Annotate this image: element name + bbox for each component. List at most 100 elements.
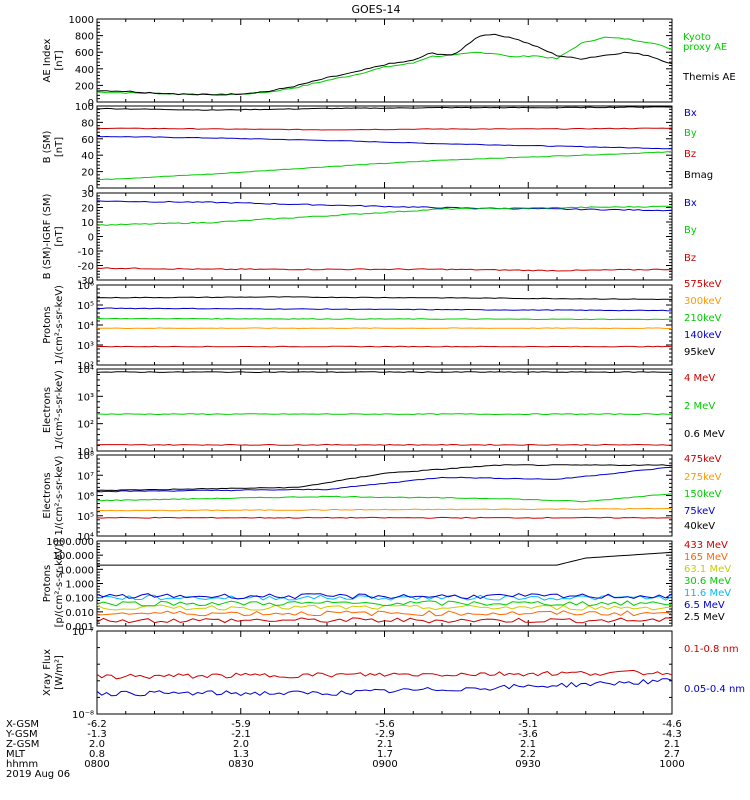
series-line	[96, 593, 673, 600]
series-line	[97, 493, 673, 503]
x-axis-row-label: hhmm	[6, 759, 38, 770]
y-tick-label: 600	[75, 48, 94, 59]
y-tick-label: 0	[88, 184, 94, 195]
y-tick-label: 10²	[77, 361, 94, 372]
legend-label: Bx	[684, 198, 697, 209]
series-line	[96, 669, 673, 680]
x-axis-row-label: 2019 Aug 06	[6, 769, 70, 780]
series-line	[96, 507, 672, 512]
legend-label: 40keV	[684, 521, 715, 532]
y-tick-label: 80	[81, 118, 94, 129]
legend-label: 0.1-0.8 nm	[684, 644, 739, 655]
legend-label: Bz	[684, 253, 696, 264]
y-axis-units: [nT]	[54, 137, 65, 157]
x-axis-value: 0830	[228, 759, 253, 770]
series-line	[96, 106, 673, 111]
series-line	[96, 200, 673, 212]
series-line	[96, 610, 673, 617]
series-line	[96, 466, 673, 493]
series-line	[96, 516, 673, 519]
series-line	[96, 307, 673, 312]
y-tick-label: 0.010	[65, 608, 94, 619]
x-axis-value: 2.0	[233, 739, 249, 750]
legend-label: 2.5 MeV	[684, 612, 725, 623]
x-axis-value: -3.6	[518, 729, 538, 740]
series-line	[96, 205, 673, 227]
y-tick-label: 10²	[77, 420, 94, 431]
x-axis-value: -6.2	[87, 719, 107, 730]
legend-label: proxy AE	[683, 42, 727, 53]
y-tick-label: 100.000	[53, 551, 94, 562]
y-tick-label: 10	[81, 218, 94, 229]
y-tick-label: 10³	[77, 392, 94, 403]
legend-label: 11.6 MeV	[684, 588, 731, 599]
legend-label: Bx	[684, 108, 697, 119]
x-axis-row-label: MLT	[6, 749, 26, 760]
legend-label: 575keV	[684, 279, 722, 290]
x-axis-value: 0.8	[89, 749, 105, 760]
x-axis-value: -4.3	[662, 729, 682, 740]
x-axis-value: 2.1	[377, 739, 393, 750]
panel-5: 10¹ 10² 10³ 10⁴ Electrons 1/(cm²-s-sr-keV) 4 M…	[42, 365, 725, 458]
legend-label: Bmag	[684, 170, 713, 181]
y-axis-units: [W/m²]	[54, 655, 65, 690]
y-tick-label: 10⁶	[77, 492, 94, 503]
y-tick-label: 400	[75, 65, 94, 76]
x-axis-value: -4.6	[662, 719, 682, 730]
x-axis-value: 2.7	[664, 749, 680, 760]
x-axis-value: 0800	[84, 759, 109, 770]
y-tick-label: 10⁻⁸	[72, 710, 94, 721]
panel-frame	[96, 454, 673, 537]
y-tick-label: 30	[81, 189, 94, 200]
y-tick-label: 1000	[69, 15, 94, 26]
series-line	[96, 413, 673, 416]
series-line	[96, 464, 673, 492]
panel-4: 10² 10³ 10⁴ 10⁵ 10⁶ Protons 1/(cm²-s-sr-keV) 57…	[42, 279, 722, 372]
y-tick-label: 10⁻⁷	[72, 627, 94, 638]
x-axis-value: -2.9	[375, 729, 395, 740]
y-tick-label: 10⁵	[77, 512, 94, 523]
legend-label: Kyoto	[683, 32, 711, 43]
legend-label: 475keV	[684, 454, 722, 465]
panel-3: -30 -20 -10 0 10 20 30 B (SM)-IGRF (SM) [nT] Bx By…	[42, 189, 697, 287]
legend-label: 95keV	[684, 347, 715, 358]
y-axis-title: AE Index	[42, 38, 53, 82]
y-tick-label: 40	[81, 151, 94, 162]
x-axis-value: 1.3	[233, 749, 249, 760]
x-axis-row-label: Z-GSM	[6, 739, 39, 750]
series-line	[96, 135, 673, 150]
series-line	[96, 296, 673, 301]
y-tick-label: 0.100	[65, 594, 94, 605]
y-tick-label: 800	[75, 32, 94, 43]
series-line	[97, 327, 673, 330]
series-line	[96, 371, 673, 374]
y-tick-label: 10⁴	[77, 532, 94, 543]
y-tick-label: 10⁴	[77, 321, 94, 332]
series-line	[96, 267, 673, 272]
legend-label: By	[684, 225, 697, 236]
panel-frame	[96, 630, 673, 715]
y-tick-label: 20	[81, 168, 94, 179]
panel-2: 0 20 40 60 80 100 B (SM) [nT] Bx By Bz Bmag	[42, 102, 713, 195]
y-tick-label: 200	[75, 81, 94, 92]
y-tick-label: 1.000	[65, 580, 94, 591]
y-axis-units: 1/(cm²-s-sr-keV)	[54, 285, 65, 365]
legend-label: 150keV	[684, 489, 722, 500]
legend-label: 6.5 MeV	[684, 600, 725, 611]
y-tick-label: 10.000	[59, 565, 94, 576]
x-axis-row-label: X-GSM	[6, 719, 39, 730]
y-axis-title: Xray Flux	[42, 649, 53, 696]
legend-label: 0.05-0.4 nm	[684, 684, 745, 695]
series-line	[96, 678, 673, 697]
x-axis-value: -5.9	[231, 719, 251, 730]
x-axis-value: 1.7	[377, 749, 393, 760]
panel-frame	[96, 368, 673, 452]
y-tick-label: -10	[78, 247, 94, 258]
x-axis-value: 2.2	[520, 749, 536, 760]
y-tick-label: 10³	[77, 341, 94, 352]
series-line	[96, 33, 673, 96]
y-axis-units: [nT]	[54, 50, 65, 70]
panel-frame	[96, 192, 673, 281]
x-axis-row-label: Y-GSM	[5, 729, 38, 740]
